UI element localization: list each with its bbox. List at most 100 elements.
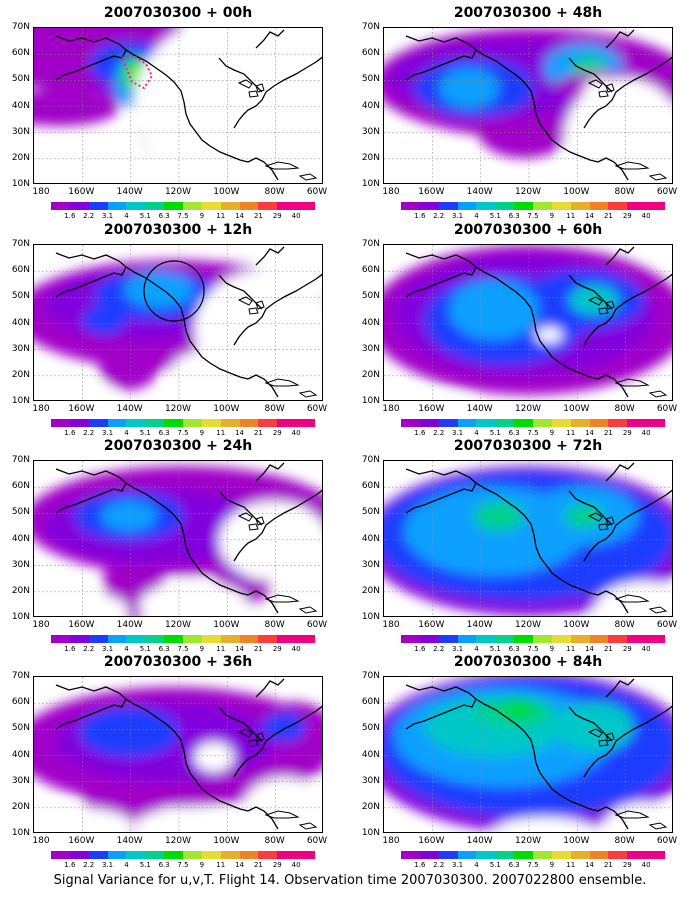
colorbar-label: 21 [253,212,263,220]
colorbar-label: 29 [622,645,632,653]
colorbar-swatch [88,635,108,643]
colorbar-label: 5.1 [489,645,501,653]
colorbar [401,635,666,643]
lat-tick-label: 20N [361,369,380,380]
lat-tick-label: 70N [11,455,30,465]
colorbar-label: 6.3 [158,212,170,220]
lon-tick-label: 120W [164,404,192,414]
colorbar-label: 40 [641,212,651,220]
colorbar-swatch [627,419,647,427]
colorbar-swatch [51,419,70,427]
colorbar-label: 9 [549,861,555,869]
colorbar-label: 11 [216,645,226,653]
lat-tick-label: 60N [11,481,30,492]
variance-map [33,27,323,184]
colorbar-label: 29 [272,645,282,653]
colorbar-label: 5.1 [139,861,151,869]
lon-tick-label: 120W [164,187,192,197]
contour-region [124,272,194,308]
colorbar-label: 5.1 [489,861,501,869]
lon-tick-label: 180 [32,404,50,414]
colorbar-swatch [570,851,590,859]
variance-map [33,676,323,833]
colorbar-label: 2.2 [433,429,445,437]
colorbar-label: 1.6 [64,861,76,869]
contour-region [504,701,534,717]
colorbar-swatch [51,202,70,210]
colorbar-label: 4 [124,645,129,653]
lat-tick-label: 10N [361,612,380,622]
lat-tick-label: 40N [361,317,380,328]
colorbar-label: 1.6 [414,212,426,220]
colorbar-swatch [258,851,278,859]
map-field [34,245,322,400]
lon-tick-label: 160W [68,836,95,846]
lat-tick-label: 20N [11,585,30,596]
lat-tick-label: 10N [361,396,380,406]
lon-tick-label: 140W [116,836,143,846]
colorbar-label: 4 [474,861,479,869]
lon-tick-label: 80W [614,187,635,197]
void-region [134,28,322,183]
lon-tick-label: 100W [563,404,590,414]
colorbar-swatch [88,202,108,210]
lat-tick-label: 10N [11,612,30,622]
colorbar-label: 29 [622,212,632,220]
lon-tick-label: 100W [213,620,240,630]
lon-tick-label: 80W [614,620,635,630]
colorbar-swatch [239,419,259,427]
colorbar-swatch [88,851,108,859]
colorbar-swatch [495,419,515,427]
void-region [594,581,672,616]
great-lakes [237,512,265,531]
colorbar-label: 21 [603,212,613,220]
colorbar-swatch [145,851,165,859]
colorbar-label: 3.1 [101,212,114,220]
map-field [384,28,672,183]
map-field [384,245,672,400]
colorbar-label: 6.3 [158,429,170,437]
colorbar-swatch [107,419,127,427]
lat-tick-label: 20N [361,585,380,596]
lat-tick-label: 30N [11,126,30,137]
colorbar-label: 6.3 [508,645,520,653]
colorbar-label: 2.2 [433,645,445,653]
lon-tick-label: 160W [68,620,95,630]
colorbar-swatch [627,202,647,210]
lat-tick-label: 70N [11,22,30,32]
contour-region [101,501,157,531]
lat-tick-label: 40N [11,100,30,111]
colorbar-swatch [646,202,666,210]
colorbar-label: 5.1 [139,645,151,653]
coastline [218,678,322,830]
flight-track [120,54,154,90]
colorbar-swatch [239,851,259,859]
lon-tick-label: 140W [466,620,493,630]
lat-tick-label: 60N [11,697,30,708]
colorbar-swatch [457,202,477,210]
colorbar [401,851,666,859]
void-region [34,148,104,183]
coastline [218,462,322,614]
colorbar-label: 7.5 [527,861,539,869]
lon-tick-label: 140W [466,187,493,197]
colorbar-swatch [296,419,316,427]
colorbar-label: 7.5 [527,429,539,437]
lat-tick-label: 10N [11,179,30,189]
colorbar-swatch [220,851,240,859]
colorbar-swatch [145,419,165,427]
colorbar-label: 40 [641,429,651,437]
colorbar-swatch [69,419,89,427]
lon-tick-label: 160W [68,404,95,414]
void-region [34,380,114,400]
lat-tick-label: 10N [11,828,30,838]
lon-tick-label: 100W [563,836,590,846]
colorbar-label: 40 [291,212,301,220]
contour-region [82,306,126,334]
lat-tick-label: 20N [11,801,30,812]
colorbar-swatch [51,635,70,643]
colorbar-swatch [239,202,259,210]
lat-tick-label: 60N [361,265,380,276]
lat-tick-label: 10N [361,828,380,838]
great-lakes [237,79,265,98]
